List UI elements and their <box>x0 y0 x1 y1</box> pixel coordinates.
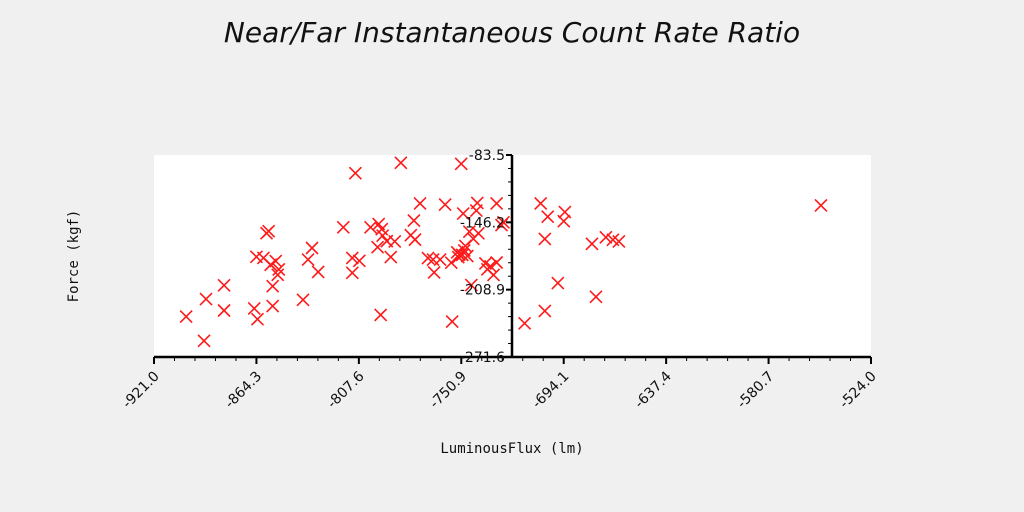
data-point <box>483 259 498 273</box>
data-point <box>217 303 231 318</box>
data-point <box>199 292 213 306</box>
data-point <box>470 196 484 210</box>
data-point <box>272 262 286 277</box>
x-axis-label: LuminousFlux (lm) <box>440 441 583 457</box>
data-point <box>433 253 447 267</box>
data-point <box>296 293 310 307</box>
data-point <box>538 304 552 318</box>
data-point <box>427 265 441 280</box>
data-point <box>445 314 459 329</box>
data-point <box>455 248 469 262</box>
data-point <box>464 278 478 292</box>
x-tick-label: -524.0 <box>837 368 880 411</box>
chart-title: Near/Far Instantaneous Count Rate Ratio <box>224 16 800 49</box>
x-tick-label: -580.7 <box>734 368 777 411</box>
data-point <box>408 233 422 247</box>
data-point <box>421 251 435 265</box>
data-point <box>471 226 485 240</box>
data-point <box>589 290 603 304</box>
data-point <box>384 250 398 264</box>
data-point <box>413 196 427 210</box>
data-point <box>345 251 359 265</box>
x-tick-label: -694.1 <box>529 368 572 411</box>
data-point <box>179 310 193 324</box>
x-tick-label: -637.4 <box>632 368 675 411</box>
data-point <box>371 240 385 254</box>
data-point <box>534 196 548 210</box>
data-point <box>612 234 626 249</box>
data-point <box>376 229 390 243</box>
data-point <box>352 254 366 268</box>
data-point <box>438 198 452 212</box>
data-point <box>460 249 474 263</box>
data-point <box>541 210 555 224</box>
y-axis-label: Force (kgf) <box>66 210 82 303</box>
data-point <box>490 196 504 210</box>
data-point <box>538 232 552 246</box>
data-point <box>407 214 421 228</box>
data-point <box>486 268 501 282</box>
x-tick-label: -864.3 <box>222 368 265 411</box>
data-point <box>388 234 402 249</box>
y-tick-label: -271.6 <box>460 350 505 366</box>
data-point <box>551 276 565 290</box>
data-point <box>197 334 211 348</box>
data-point <box>266 279 280 293</box>
data-point <box>336 220 350 234</box>
data-point <box>363 220 378 234</box>
data-point <box>490 255 504 270</box>
data-point <box>311 265 325 279</box>
data-point <box>585 237 599 251</box>
y-tick-label: -83.5 <box>469 148 505 164</box>
data-point <box>262 224 276 238</box>
data-point <box>496 215 511 229</box>
data-point <box>269 254 283 268</box>
data-points <box>179 156 828 348</box>
data-point <box>456 206 470 221</box>
data-point <box>394 156 408 170</box>
x-tick-label: -750.9 <box>427 368 470 411</box>
data-point <box>271 268 285 282</box>
data-point <box>814 198 828 213</box>
data-point <box>518 316 532 330</box>
x-tick-label: -807.6 <box>324 368 367 411</box>
data-point <box>217 278 231 292</box>
data-point <box>558 205 572 219</box>
y-tick-label: -146.2 <box>460 215 505 231</box>
data-point <box>454 157 468 171</box>
data-point <box>247 301 261 316</box>
data-point <box>599 230 613 244</box>
y-axis-ticks: -83.5 -146.2 -208.9 -271.6 <box>460 148 512 366</box>
x-tick-label: -921.0 <box>120 368 163 411</box>
data-point <box>348 166 362 180</box>
data-point <box>374 308 388 322</box>
y-tick-label: -208.9 <box>460 283 505 299</box>
data-point <box>301 253 315 267</box>
data-point <box>250 312 265 326</box>
data-point <box>305 241 319 255</box>
data-point <box>345 266 359 280</box>
data-point <box>266 299 280 313</box>
